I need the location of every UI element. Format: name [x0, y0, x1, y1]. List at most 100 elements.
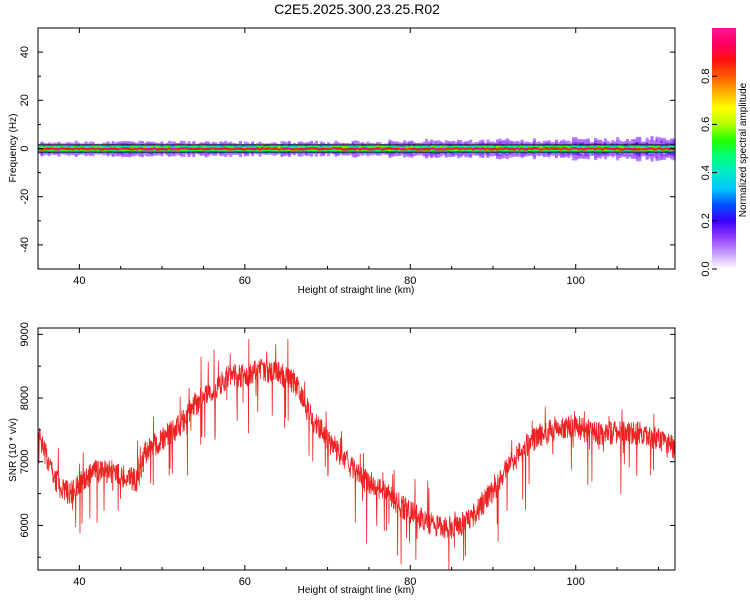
spectrogram-cell: [138, 150, 142, 152]
spectrogram-cell: [643, 146, 647, 148]
spectrogram-cell: [194, 149, 198, 152]
spectrogram-cell: [486, 152, 490, 155]
spectrogram-cell: [667, 142, 671, 145]
spectrogram-cell: [407, 155, 411, 158]
spectrogram-cell: [167, 152, 171, 155]
spectrogram-cell: [243, 150, 247, 152]
spectrogram-cell: [236, 148, 240, 151]
spectrogram-cell: [645, 148, 649, 151]
spectrogram-cell: [621, 146, 625, 149]
spectrogram-cell: [319, 142, 323, 145]
spectrogram-y-tick-label: 40: [19, 46, 31, 58]
spectrogram-cell: [371, 146, 375, 149]
spectrogram-cell: [430, 140, 434, 143]
spectrogram-cell: [273, 153, 277, 155]
spectrogram-cell: [417, 153, 421, 156]
spectrogram-cell: [136, 152, 140, 155]
spectrogram-cell: [319, 150, 323, 152]
spectrogram-cell: [559, 156, 563, 158]
spectrogram-cell: [390, 141, 394, 143]
spectrogram-cell: [334, 147, 338, 150]
spectrogram-cell: [498, 140, 502, 143]
spectrogram-cell: [488, 141, 492, 144]
spectrogram-cell: [660, 148, 664, 151]
spectrogram-cell: [594, 139, 598, 141]
spectrogram-cell: [603, 152, 607, 155]
spectrogram-cell: [390, 144, 394, 147]
spectrogram-cell: [189, 143, 193, 146]
spectrogram-cell: [388, 156, 392, 158]
spectrogram-cell: [283, 148, 287, 151]
spectrogram-cell: [202, 145, 206, 147]
spectrogram-cell: [45, 145, 49, 148]
spectrogram-cell: [180, 150, 184, 152]
spectrogram-cell: [643, 148, 647, 151]
spectrogram-cell: [167, 140, 171, 143]
spectrogram-cell: [170, 141, 174, 144]
spectrogram-cell: [469, 154, 473, 156]
spectrogram-cell: [77, 152, 81, 154]
spectrogram-cell: [611, 155, 615, 158]
spectrogram-cell: [167, 143, 171, 145]
spectrogram-cell: [292, 148, 296, 151]
spectrogram-cell: [574, 155, 578, 157]
spectrogram-cell: [648, 144, 652, 147]
spectrogram-cell: [126, 153, 130, 155]
spectrogram-cell: [616, 137, 620, 139]
spectrogram-cell: [606, 143, 610, 145]
spectrogram-cell: [99, 152, 103, 155]
spectrogram-cell: [611, 149, 615, 152]
spectrogram-cell: [234, 148, 238, 150]
spectrogram-cell: [118, 148, 122, 151]
spectrogram-cell: [126, 155, 130, 158]
spectrogram-cell: [584, 155, 588, 158]
spectrogram-cell: [322, 148, 326, 151]
spectrogram-cell: [126, 154, 130, 156]
spectrogram-cell: [613, 141, 617, 144]
spectrogram-cell: [420, 153, 424, 156]
spectrogram-cell: [45, 148, 49, 150]
spectrogram-cell: [116, 141, 120, 144]
spectrogram-cell: [515, 146, 519, 149]
spectrogram-cell: [554, 152, 558, 155]
spectrogram-cell: [180, 145, 184, 148]
spectrogram-cell: [449, 153, 453, 155]
spectrogram-cell: [652, 147, 656, 150]
spectrogram-cell: [99, 150, 103, 152]
spectrogram-cell: [385, 145, 389, 148]
spectrogram-cell: [481, 139, 485, 142]
spectrogram-cell: [515, 149, 519, 151]
spectrogram-cell: [633, 139, 637, 141]
spectrogram-cell: [513, 152, 517, 155]
spectrogram-cell: [118, 154, 122, 157]
spectrogram-cell: [189, 153, 193, 155]
spectrogram-cell: [574, 158, 578, 161]
spectrogram-cell: [273, 144, 277, 147]
spectrogram-cell: [520, 142, 524, 144]
spectrogram-cell: [118, 146, 122, 148]
spectrogram-cell: [640, 141, 644, 144]
spectrogram-cell: [116, 154, 120, 157]
spectrogram-cell: [652, 141, 656, 144]
spectrogram-cell: [577, 147, 581, 150]
spectrogram-cell: [268, 146, 272, 149]
spectrogram-cell: [381, 152, 385, 155]
spectrogram-cell: [486, 150, 490, 152]
spectrogram-cell: [121, 150, 125, 153]
spectrogram-cell: [283, 142, 287, 145]
spectrogram-cell: [520, 143, 524, 145]
spectrogram-cell: [50, 149, 54, 151]
spectrogram-cell: [121, 143, 125, 146]
spectrogram-cell: [667, 140, 671, 142]
spectrogram-cell: [461, 148, 465, 150]
spectrogram-cell: [596, 143, 600, 145]
spectrogram-cell: [520, 139, 524, 142]
spectrogram-cell: [187, 154, 191, 157]
spectrogram-cell: [280, 148, 284, 150]
spectrogram-cell: [258, 146, 262, 149]
spectrogram-cell: [224, 150, 228, 153]
spectrogram-cell: [358, 148, 362, 151]
spectrogram-cell: [493, 142, 497, 145]
spectrogram-cell: [229, 150, 233, 152]
spectrogram-cell: [297, 146, 301, 149]
